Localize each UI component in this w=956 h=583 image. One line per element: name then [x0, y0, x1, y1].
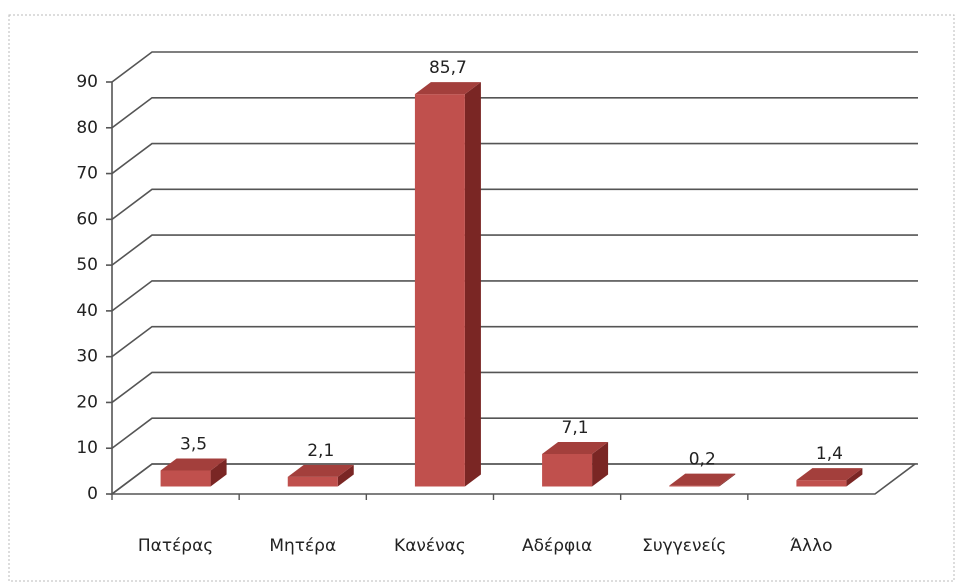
- bar-top: [669, 473, 736, 486]
- y-tick-label: 30: [76, 347, 98, 367]
- bar-front: [287, 476, 338, 487]
- bar-front: [160, 470, 211, 487]
- x-tick-label: Μητέρα: [269, 536, 336, 556]
- grid-line: [111, 142, 918, 175]
- bar-side: [337, 464, 354, 487]
- bar-top: [287, 464, 354, 477]
- x-tick-label: Κανένας: [394, 536, 466, 556]
- bar: [796, 468, 863, 487]
- y-tick-label: 50: [76, 255, 98, 275]
- grid-line: [111, 371, 918, 404]
- bar-side: [210, 458, 227, 487]
- bar-top: [542, 441, 609, 454]
- y-tick-label: 10: [76, 438, 98, 458]
- grid-line: [111, 51, 918, 83]
- bar-top: [414, 82, 481, 95]
- bar: [414, 82, 481, 487]
- grid-line: [111, 463, 918, 495]
- bar-side: [592, 441, 609, 487]
- bar: [160, 458, 227, 487]
- bar-side: [464, 82, 481, 487]
- floor: [109, 463, 918, 495]
- x-tick-label: Πατέρας: [138, 536, 213, 556]
- bar: [542, 441, 609, 487]
- grid-line: [111, 234, 918, 266]
- bar-top: [796, 468, 863, 481]
- bar-side: [846, 468, 863, 487]
- value-label: 7,1: [562, 418, 589, 438]
- value-label: 1,4: [816, 444, 843, 464]
- y-tick-label: 20: [76, 392, 98, 412]
- y-tick-label: 60: [76, 209, 98, 229]
- y-tick-label: 80: [76, 118, 98, 138]
- grid-line: [111, 280, 918, 312]
- value-label: 0,2: [689, 450, 716, 470]
- bar-top: [160, 458, 227, 471]
- value-label: 2,1: [307, 441, 334, 461]
- value-label: 3,5: [180, 434, 207, 454]
- bar: [669, 473, 736, 487]
- grid-line: [111, 417, 918, 449]
- x-tick-label: Αδέρφια: [522, 536, 592, 556]
- y-tick-label: 90: [76, 72, 98, 92]
- y-tick-label: 0: [87, 484, 98, 504]
- x-tick-label: Συγγενείς: [642, 536, 726, 556]
- x-tick-label: Άλλο: [790, 536, 832, 556]
- bar-front: [669, 485, 720, 487]
- bar-side: [719, 473, 736, 487]
- grid-line: [111, 325, 918, 358]
- y-tick-label: 40: [76, 301, 98, 321]
- frame: [8, 14, 955, 582]
- grid-line: [111, 188, 918, 220]
- y-tick-label: 70: [76, 164, 98, 184]
- bar-front: [542, 453, 593, 487]
- value-label: 85,7: [429, 58, 467, 78]
- bar: [287, 464, 354, 487]
- bar-front: [796, 480, 847, 487]
- grid-line: [111, 96, 918, 129]
- bar-front: [414, 94, 465, 487]
